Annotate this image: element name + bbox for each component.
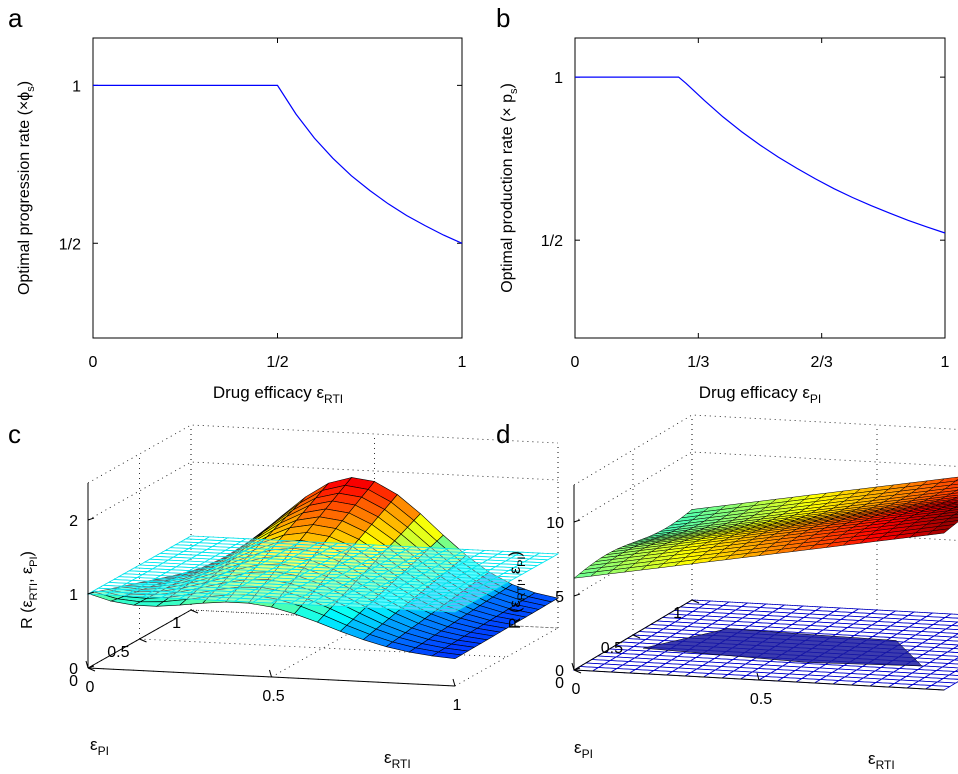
x-tick-label: 0 bbox=[572, 681, 581, 698]
reference-plane-cell bbox=[950, 621, 958, 627]
panel-b-chart: 0 1/3 2/3 1 1/2 1 Drug efficacy εPI Optimal p… bbox=[499, 37, 950, 406]
z-tick-mark bbox=[87, 517, 95, 521]
surface-patch bbox=[926, 528, 951, 536]
surface-patch bbox=[947, 507, 958, 512]
series-line bbox=[575, 76, 946, 234]
low-surface-region bbox=[642, 628, 923, 667]
y-tick-label: 0.5 bbox=[601, 640, 623, 657]
x-tick-label: 0.5 bbox=[750, 691, 772, 708]
z-axis-label: R (εRTI, εPI) bbox=[19, 551, 40, 629]
y-tick-label: 1 bbox=[554, 70, 563, 87]
y-tick-mark bbox=[573, 669, 582, 674]
x-tick-label: 1/2 bbox=[266, 354, 288, 371]
z-tick-mark bbox=[573, 593, 581, 597]
reference-plane-cell bbox=[946, 659, 958, 665]
panel-letter-a: a bbox=[8, 3, 23, 33]
x-tick-label: 0 bbox=[86, 679, 95, 696]
z-tick-label: 0 bbox=[555, 663, 564, 680]
z-tick-label: 0 bbox=[69, 661, 78, 678]
z-tick-label: 10 bbox=[546, 515, 564, 532]
reference-plane-cell bbox=[952, 657, 958, 661]
plot-frame bbox=[574, 37, 946, 339]
reference-plane-cell bbox=[952, 645, 958, 650]
reference-plane-cell bbox=[951, 633, 958, 638]
panel-letter-d: d bbox=[496, 419, 510, 449]
x-tick-mark bbox=[85, 660, 89, 669]
surface-patch bbox=[949, 480, 958, 486]
x-tick-label: 0.5 bbox=[262, 688, 284, 705]
z-tick-mark bbox=[87, 665, 95, 669]
x-tick-label: 1 bbox=[458, 354, 467, 371]
reference-plane-cell bbox=[946, 648, 958, 653]
series-line bbox=[93, 84, 463, 244]
x-tick-label: 0 bbox=[89, 354, 98, 371]
y-tick-mark bbox=[87, 667, 96, 672]
y-tick-label: 0 bbox=[555, 675, 564, 692]
y-tick-label: 0 bbox=[69, 673, 78, 690]
y-tick-label: 1 bbox=[72, 78, 81, 95]
reference-plane-cell bbox=[947, 671, 958, 676]
surface-patch bbox=[947, 502, 958, 506]
grid-line bbox=[87, 424, 559, 484]
x-tick-mark bbox=[756, 672, 760, 681]
x-tick-mark bbox=[269, 669, 272, 678]
y-tick-mark bbox=[632, 634, 641, 639]
z-tick-label: 1 bbox=[69, 587, 78, 604]
y-axis-label: Optimal progression rate (×ϕs) bbox=[16, 81, 37, 295]
surface-patch bbox=[952, 501, 958, 504]
y-tick-mark bbox=[691, 599, 700, 604]
x-axis-label: Drug efficacy εRTI bbox=[213, 383, 343, 406]
x-tick-label: 1/3 bbox=[687, 354, 709, 371]
reference-plane-cell bbox=[945, 636, 958, 642]
panel-c-chart: 0 1 2 0 0.5 1 0 0.5 1 R (εRTI, εPI) εPI εRTI bbox=[19, 424, 560, 771]
reference-plane-cell bbox=[944, 625, 958, 631]
z-tick-mark bbox=[573, 519, 581, 523]
y-tick-mark bbox=[139, 638, 147, 643]
z-tick-mark bbox=[573, 667, 581, 671]
plot-frame bbox=[92, 37, 463, 339]
y-axis-label: Optimal production rate (× ps) bbox=[499, 83, 520, 293]
panel-letter-b: b bbox=[496, 3, 510, 33]
z-tick-label: 5 bbox=[555, 589, 564, 606]
reference-plane-cell bbox=[435, 607, 462, 613]
y-tick-label: 1 bbox=[673, 605, 682, 622]
x-axis-label: εRTI bbox=[868, 749, 895, 772]
z-axis-label: R (εRTI, εPI) bbox=[507, 551, 528, 629]
y-tick-label: 1/2 bbox=[541, 233, 563, 250]
y-tick-mark bbox=[190, 609, 199, 614]
y-axis-label: εPI bbox=[90, 735, 109, 758]
x-tick-label: 0 bbox=[571, 354, 580, 371]
x-tick-mark bbox=[452, 678, 456, 687]
panel-a-chart: 0 1/2 1 1/2 1 Drug efficacy εRTI Optimal pro… bbox=[16, 37, 467, 406]
x-tick-mark bbox=[571, 662, 575, 671]
y-axis-label: εPI bbox=[574, 738, 593, 761]
x-tick-label: 2/3 bbox=[811, 354, 833, 371]
grid-line bbox=[573, 414, 958, 486]
grid-line bbox=[573, 451, 958, 523]
surface-patch bbox=[431, 651, 463, 660]
y-tick-label: 1/2 bbox=[59, 236, 81, 253]
y-tick-label: 0.5 bbox=[107, 644, 129, 661]
z-tick-label: 2 bbox=[69, 513, 78, 530]
x-axis-label: Drug efficacy εPI bbox=[699, 383, 822, 406]
x-tick-label: 1 bbox=[453, 697, 462, 714]
x-tick-label: 1 bbox=[941, 354, 950, 371]
z-tick-mark bbox=[87, 591, 95, 595]
panel-letter-c: c bbox=[8, 419, 21, 449]
x-axis-label: εRTI bbox=[384, 748, 411, 771]
y-tick-label: 1 bbox=[172, 615, 181, 632]
